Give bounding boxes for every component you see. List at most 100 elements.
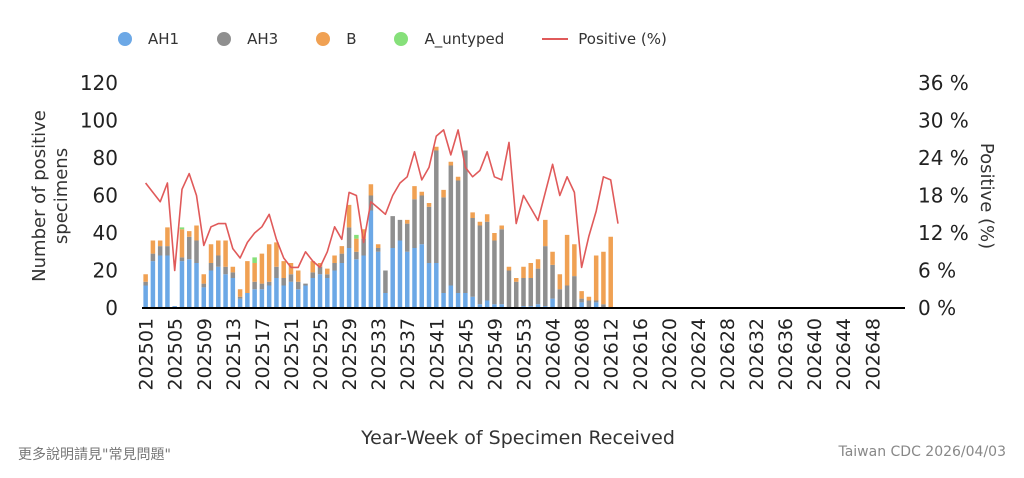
y-tick-label: 40 (93, 221, 118, 245)
bar-segment-ah1 (201, 287, 207, 308)
bar-segment-ah3 (157, 246, 163, 256)
bar-segment-ah1 (419, 244, 425, 308)
bar-segment-b (550, 251, 555, 265)
x-tick-label: 202636 (775, 318, 797, 391)
bar-segment-b (354, 238, 359, 252)
bar-segment-b (150, 240, 156, 254)
bar-segment-ah3 (586, 300, 592, 308)
bar-segment-ah3 (252, 281, 257, 290)
legend-swatch-ah1 (118, 32, 132, 46)
bar-segment-ah1 (346, 248, 352, 308)
bar-segment-ah1 (143, 285, 148, 308)
bar-segment-ah1 (368, 210, 374, 308)
y2-tick-label: 30 % (918, 109, 969, 133)
legend-item-b[interactable]: B (316, 30, 356, 48)
bar-segment-ah1 (492, 304, 497, 308)
bar-segment-b (288, 263, 294, 275)
bar-segment-ah3 (375, 248, 381, 252)
bar-segment-ah1 (303, 285, 308, 308)
bar-segment-ah1 (186, 259, 192, 308)
legend-label-ah3: AH3 (247, 30, 279, 48)
bar-segment-ah3 (179, 257, 185, 262)
bar-segment-b (608, 236, 613, 308)
bar-segment-b (564, 234, 570, 286)
bar-segment-ah3 (165, 246, 170, 256)
bar-segment-b (543, 219, 548, 247)
bar-segment-ah1 (354, 259, 359, 308)
bar-segment-ah1 (426, 263, 432, 308)
x-tick-label: 202521 (281, 318, 303, 391)
bar-segment-b (426, 203, 432, 207)
bar-segment-ah3 (383, 270, 388, 293)
bar-segment-ah3 (543, 246, 548, 307)
bar-segment-b (179, 229, 185, 258)
x-tick-label: 202624 (688, 318, 710, 391)
bar-segment-ah3 (223, 266, 228, 275)
bar-segment-b (186, 231, 192, 237)
bar-segment-ah3 (354, 251, 359, 260)
bar-segment-ah1 (404, 251, 410, 308)
bar-segment-b (375, 244, 381, 248)
bar-segment-ah1 (288, 281, 294, 308)
bar-segment-ah3 (499, 229, 504, 305)
bar-segment-ah3 (397, 219, 403, 241)
bar-segment-ah1 (441, 293, 446, 308)
legend-item-positive[interactable]: Positive (%) (542, 30, 667, 48)
bar-segment-b (325, 268, 330, 275)
bar-segment-b (310, 261, 316, 273)
bar-segment-b (470, 212, 475, 218)
x-tick-label: 202517 (252, 318, 274, 391)
bar-segment-b (572, 244, 577, 277)
bar-segment-ah1 (332, 270, 337, 308)
legend-swatch-positive (542, 38, 569, 40)
bar-segment-b (274, 242, 279, 267)
legend-item-a-untyped[interactable]: A_untyped (394, 30, 504, 48)
bar-segment-b (492, 233, 497, 241)
bar-segment-ah1 (310, 278, 316, 308)
bar-segment-ah3 (513, 281, 519, 308)
bar-segment-ah1 (550, 298, 555, 308)
bar-segment-ah1 (579, 302, 584, 308)
x-tick-label: 202608 (572, 318, 594, 391)
bar-segment-ah3 (346, 227, 352, 248)
bar-segment-ah3 (455, 180, 461, 293)
y2-tick-label: 24 % (918, 146, 969, 170)
bar-segment-b (528, 263, 534, 278)
bar-segment-b (368, 184, 374, 196)
bar-segment-b (216, 240, 221, 256)
legend-item-ah1[interactable]: AH1 (118, 30, 179, 48)
bar-segment-ah1 (165, 255, 170, 308)
legend-item-ah3[interactable]: AH3 (217, 30, 278, 48)
bar-segment-ah3 (426, 206, 432, 263)
bar-segment-b (579, 291, 584, 299)
bar-segment-ah3 (303, 283, 308, 286)
bar-segment-ah1 (252, 289, 257, 308)
bar-segment-b (295, 270, 301, 282)
legend-label-b: B (346, 30, 357, 48)
y2-tick-label: 18 % (918, 184, 969, 208)
y-tick-label: 120 (80, 71, 118, 95)
x-tick-label: 202501 (136, 318, 158, 391)
bar-segment-ah3 (492, 240, 497, 305)
bar-segment-b (157, 240, 163, 247)
bar-segment-b (259, 253, 265, 284)
bar-segment-b (266, 244, 272, 282)
bar-segment-ah3 (593, 300, 599, 303)
bar-segment-ah1 (593, 302, 599, 308)
x-tick-label: 202640 (804, 318, 826, 391)
bar-segment-ah3 (339, 253, 345, 263)
bar-segment-ah1 (223, 274, 228, 308)
bar-segment-ah1 (412, 248, 417, 308)
bar-segment-ah3 (317, 266, 323, 275)
bar-segment-b (361, 229, 366, 239)
bar-segment-ah1 (535, 304, 541, 308)
bar-segment-ah3 (564, 285, 570, 308)
bar-segment-b (201, 274, 207, 284)
faq-note[interactable]: 更多說明請見"常見問題" (18, 447, 171, 463)
bar-segment-ah3 (419, 195, 425, 245)
bar-segment-ah3 (470, 218, 475, 297)
bar-segment-b (223, 240, 228, 267)
bar-segment-ah1 (274, 278, 279, 308)
y2-axis-title: Positive (%) (976, 143, 997, 249)
bar-segment-b (245, 261, 250, 293)
